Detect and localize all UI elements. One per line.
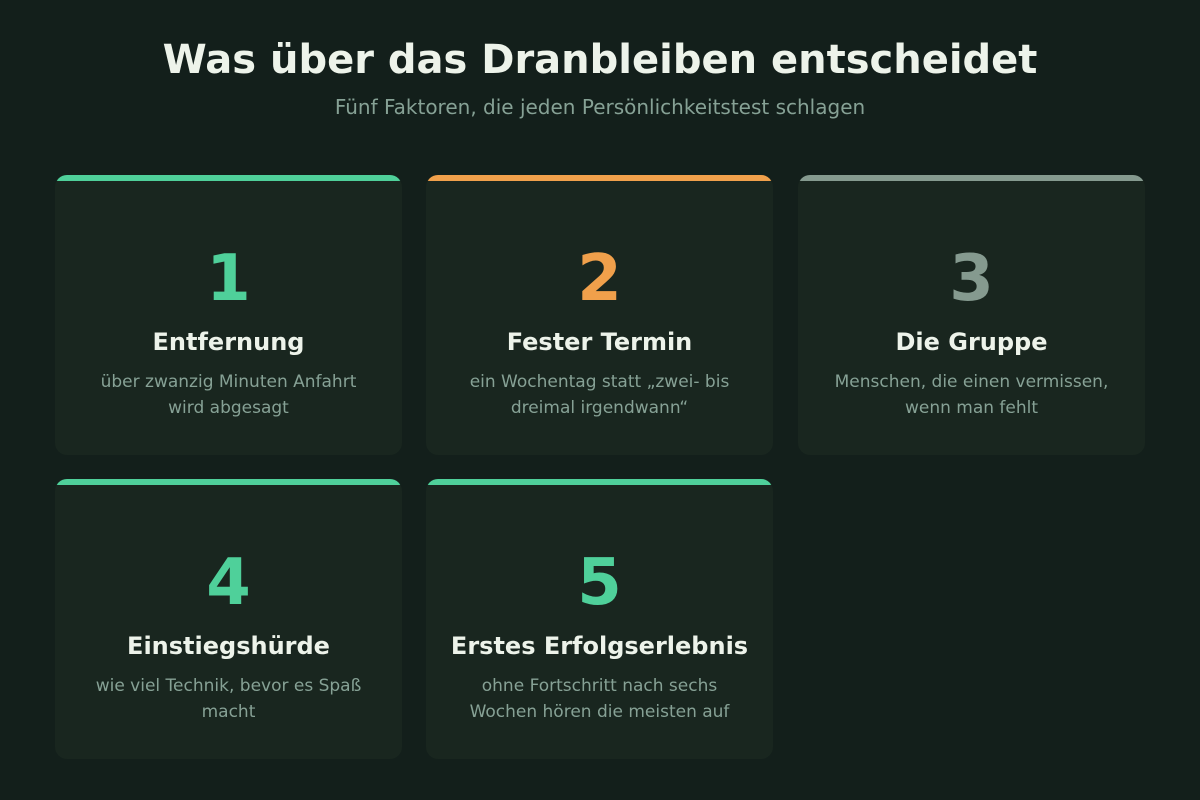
- page-subtitle: Fünf Faktoren, die jeden Persönlichkeits…: [334, 95, 866, 119]
- card-title: Entfernung: [152, 328, 305, 356]
- card-number: 4: [206, 546, 251, 620]
- card-accent-bar: [426, 479, 773, 485]
- card-number: 5: [577, 546, 622, 620]
- card-title: Erstes Erfolgserlebnis: [450, 632, 749, 660]
- card-accent-bar: [798, 175, 1145, 181]
- factor-card-2: 2 Fester Termin ein Wochentag statt „zwe…: [426, 175, 773, 455]
- card-title: Die Gruppe: [895, 328, 1048, 356]
- card-description: ein Wochentag statt „zwei- bis dreimal i…: [469, 372, 730, 418]
- card-number: 3: [949, 242, 994, 316]
- page-title: Was über das Dranbleiben entscheidet: [162, 37, 1038, 83]
- card-description: wie viel Technik, bevor es Spaß macht: [95, 676, 362, 722]
- card-number: 2: [577, 242, 622, 316]
- card-number: 1: [206, 242, 251, 316]
- card-title: Einstiegshürde: [127, 632, 330, 660]
- factor-card-5: 5 Erstes Erfolgserlebnis ohne Fortschrit…: [426, 479, 773, 759]
- card-accent-bar: [55, 175, 402, 181]
- factor-card-4: 4 Einstiegshürde wie viel Technik, bevor…: [55, 479, 402, 759]
- card-title: Fester Termin: [506, 328, 693, 356]
- card-description: ohne Fortschritt nach sechs Wochen hören…: [469, 676, 730, 722]
- factor-card-1: 1 Entfernung über zwanzig Minuten Anfahr…: [55, 175, 402, 455]
- card-description: Menschen, die einen vermissen, wenn man …: [834, 372, 1109, 418]
- card-accent-bar: [426, 175, 773, 181]
- factor-card-3: 3 Die Gruppe Menschen, die einen vermiss…: [798, 175, 1145, 455]
- card-description: über zwanzig Minuten Anfahrt wird abgesa…: [100, 372, 357, 418]
- card-accent-bar: [55, 479, 402, 485]
